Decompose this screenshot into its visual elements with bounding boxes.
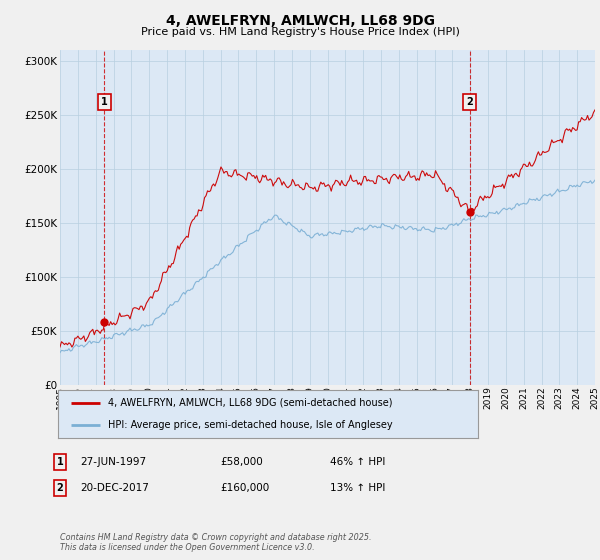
Text: 46% ↑ HPI: 46% ↑ HPI [330, 457, 385, 467]
Text: 27-JUN-1997: 27-JUN-1997 [80, 457, 146, 467]
Text: 4, AWELFRYN, AMLWCH, LL68 9DG: 4, AWELFRYN, AMLWCH, LL68 9DG [166, 14, 434, 28]
Text: 4, AWELFRYN, AMLWCH, LL68 9DG (semi-detached house): 4, AWELFRYN, AMLWCH, LL68 9DG (semi-deta… [109, 398, 393, 408]
Text: Price paid vs. HM Land Registry's House Price Index (HPI): Price paid vs. HM Land Registry's House … [140, 27, 460, 37]
Text: HPI: Average price, semi-detached house, Isle of Anglesey: HPI: Average price, semi-detached house,… [109, 420, 393, 430]
Text: 20-DEC-2017: 20-DEC-2017 [80, 483, 149, 493]
Text: 1: 1 [101, 97, 108, 107]
Text: 2: 2 [466, 97, 473, 107]
Text: 2: 2 [56, 483, 64, 493]
Text: 1: 1 [56, 457, 64, 467]
Text: £58,000: £58,000 [220, 457, 263, 467]
Text: Contains HM Land Registry data © Crown copyright and database right 2025.
This d: Contains HM Land Registry data © Crown c… [60, 533, 371, 552]
Text: £160,000: £160,000 [220, 483, 269, 493]
Text: 13% ↑ HPI: 13% ↑ HPI [330, 483, 385, 493]
